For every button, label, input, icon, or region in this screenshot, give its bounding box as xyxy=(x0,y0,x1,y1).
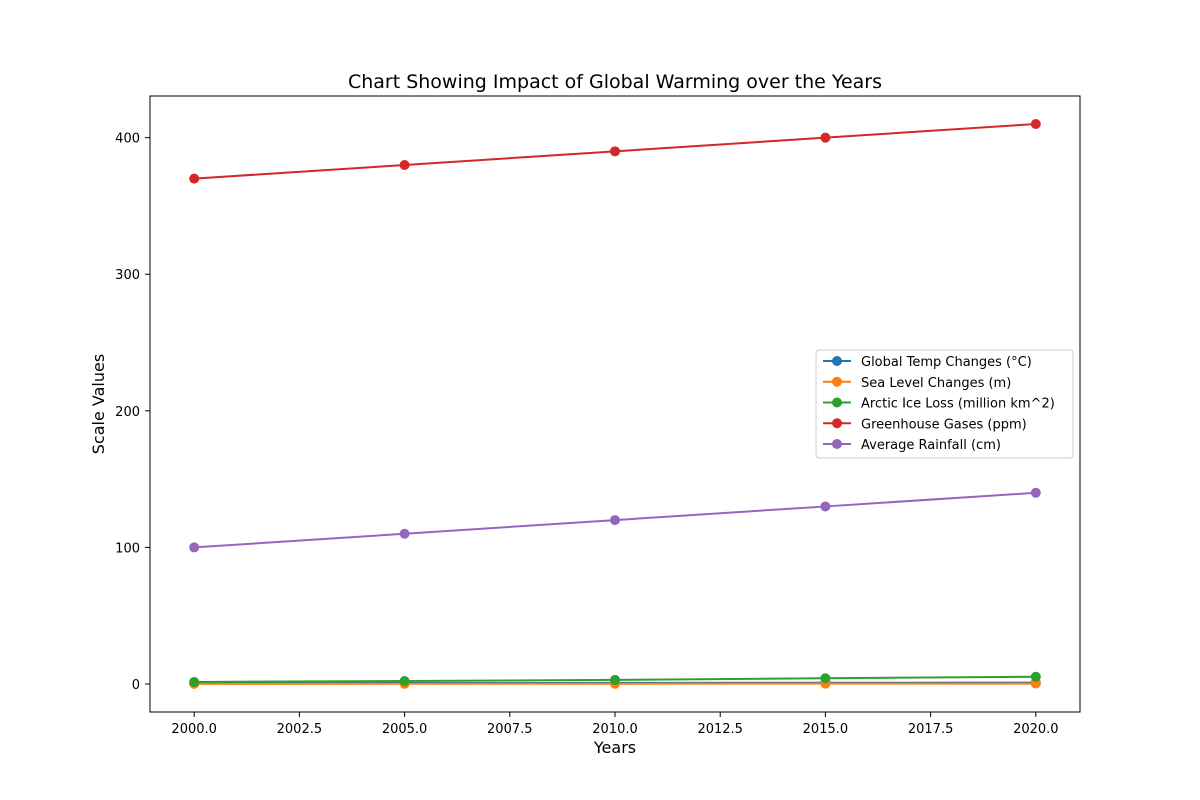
chart-title: Chart Showing Impact of Global Warming o… xyxy=(348,71,882,93)
x-axis: 2000.0 2002.5 2005.0 2007.5 2010.0 2012.5 2015… xyxy=(171,712,1059,737)
legend-marker xyxy=(832,439,842,449)
data-point xyxy=(399,159,410,170)
data-point xyxy=(1030,487,1041,498)
legend-label: Average Rainfall (cm) xyxy=(861,438,1001,453)
data-point xyxy=(610,515,620,526)
series-3 xyxy=(189,119,1041,184)
legend-marker xyxy=(832,376,842,387)
data-point xyxy=(610,146,620,157)
y-tick-label: 300 xyxy=(115,268,140,283)
data-point xyxy=(189,676,200,687)
data-point xyxy=(399,528,410,539)
legend-label: Global Temp Changes (°C) xyxy=(861,355,1032,370)
data-point xyxy=(189,173,200,184)
x-tick-label: 2005.0 xyxy=(382,722,428,737)
x-tick-label: 2007.5 xyxy=(487,722,533,737)
x-tick-label: 2000.0 xyxy=(171,722,217,737)
legend-item: Global Temp Changes (°C) xyxy=(823,355,1032,370)
legend-marker xyxy=(832,356,842,366)
x-tick-label: 2017.5 xyxy=(908,722,954,737)
x-tick-label: 2010.0 xyxy=(592,722,638,737)
data-point xyxy=(189,542,200,553)
y-axis: 0 100 200 300 400 xyxy=(115,132,150,693)
x-tick-label: 2002.5 xyxy=(277,722,323,737)
y-tick-label: 100 xyxy=(115,541,140,556)
legend-label: Arctic Ice Loss (million km^2) xyxy=(861,397,1055,412)
series-2 xyxy=(189,671,1041,687)
x-tick-label: 2012.5 xyxy=(697,722,743,737)
data-point xyxy=(820,132,831,143)
legend-marker xyxy=(832,418,842,429)
legend-item: Greenhouse Gases (ppm) xyxy=(823,417,1027,432)
x-axis-label: Years xyxy=(593,738,636,757)
legend-label: Sea Level Changes (m) xyxy=(861,376,1011,391)
y-tick-label: 200 xyxy=(115,405,140,420)
x-tick-label: 2020.0 xyxy=(1013,722,1059,737)
legend-box xyxy=(815,349,1074,459)
legend-item: Sea Level Changes (m) xyxy=(823,376,1011,391)
data-point xyxy=(820,673,831,684)
legend-label: Greenhouse Gases (ppm) xyxy=(861,417,1027,432)
x-tick-label: 2015.0 xyxy=(803,722,849,737)
legend: Global Temp Changes (°C) Sea Level Change… xyxy=(815,349,1074,459)
legend-item: Average Rainfall (cm) xyxy=(823,438,1001,453)
y-tick-label: 400 xyxy=(115,132,140,147)
plot-series xyxy=(189,119,1041,689)
data-point xyxy=(610,674,620,685)
data-point xyxy=(1030,671,1041,682)
series-4 xyxy=(189,487,1041,553)
data-point xyxy=(1030,119,1041,129)
data-point xyxy=(820,501,831,512)
legend-marker xyxy=(832,397,842,408)
y-tick-label: 0 xyxy=(132,678,140,693)
data-point xyxy=(399,675,410,686)
legend-item: Arctic Ice Loss (million km^2) xyxy=(823,397,1055,412)
y-axis-label: Scale Values xyxy=(89,354,108,454)
